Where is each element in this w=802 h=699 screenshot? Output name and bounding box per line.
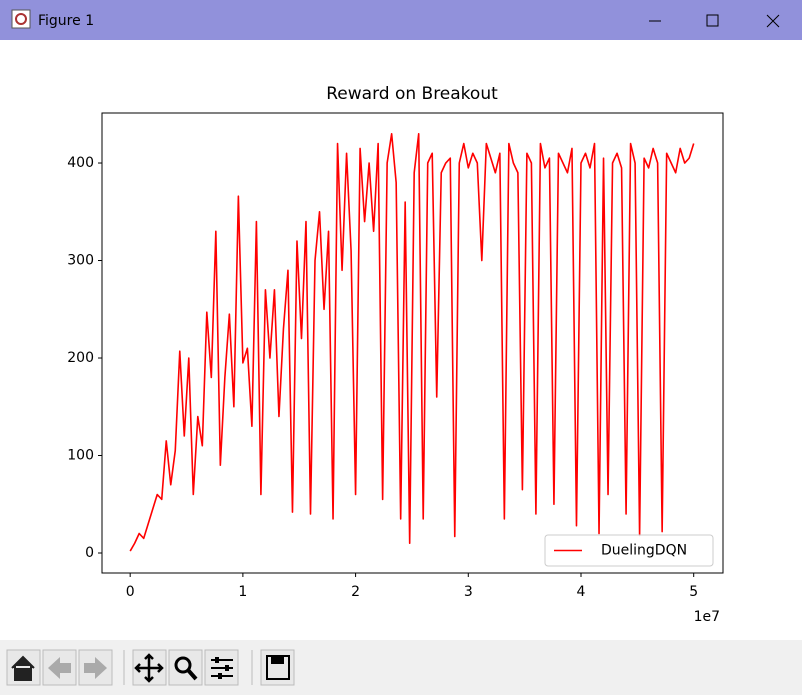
x-tick-label: 2: [351, 584, 360, 600]
legend-box: [544, 534, 714, 567]
forward-button[interactable]: [78, 649, 113, 686]
window-title: Figure 1: [38, 13, 94, 29]
x-offset-label: 1e7: [694, 609, 720, 625]
title-bar: [0, 0, 802, 40]
plot-frame: [101, 112, 724, 574]
x-tick-label: 3: [464, 584, 473, 600]
data-line: [129, 132, 695, 552]
y-tick-label: 0: [85, 545, 94, 561]
x-tick-label: 5: [689, 584, 698, 600]
configure-button[interactable]: [204, 649, 239, 686]
app-icon: [11, 9, 31, 29]
close-button[interactable]: [766, 14, 780, 28]
y-tick-label: 100: [67, 448, 94, 464]
chart-title: Reward on Breakout: [326, 84, 498, 104]
legend-label: DuelingDQN: [601, 543, 687, 559]
maximize-button[interactable]: [706, 14, 719, 27]
save-button[interactable]: [260, 649, 295, 686]
home-button[interactable]: [6, 649, 41, 686]
zoom-button[interactable]: [168, 649, 203, 686]
x-tick-label: 0: [126, 584, 135, 600]
pan-button[interactable]: [132, 649, 167, 686]
y-tick-label: 300: [67, 253, 94, 269]
y-tick-label: 400: [67, 155, 94, 171]
toolbar: [0, 640, 802, 695]
back-button[interactable]: [42, 649, 77, 686]
x-tick-label: 4: [577, 584, 586, 600]
y-tick-label: 200: [67, 350, 94, 366]
x-tick-label: 1: [238, 584, 247, 600]
